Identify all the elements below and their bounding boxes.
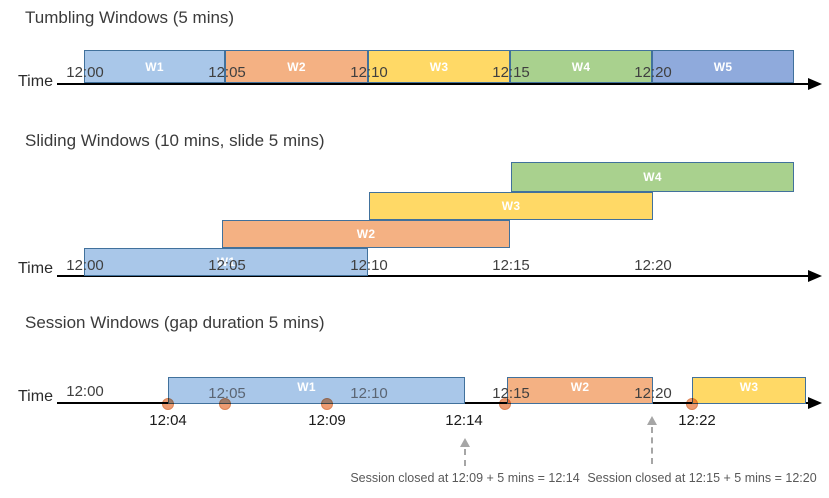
sliding-window-w4: W4 <box>511 162 794 192</box>
tick-12-05: 12:05 <box>208 385 246 402</box>
window-label: W1 <box>145 59 164 74</box>
tumbling-window-w1: W1 <box>84 50 225 83</box>
event-time-label: 12:09 <box>308 412 346 429</box>
tick-12-15: 12:15 <box>492 64 530 81</box>
axis-arrowhead-icon <box>808 397 822 409</box>
tick-12-15: 12:15 <box>492 385 530 402</box>
tick-12-05: 12:05 <box>208 64 246 81</box>
session-close-arrow-shaft <box>651 427 653 464</box>
window-label: W1 <box>297 379 316 394</box>
tumbling-window-w3: W3 <box>368 50 510 83</box>
session-window-w3: W3 <box>692 377 806 404</box>
window-label: W5 <box>713 59 733 74</box>
event-dot <box>219 398 231 410</box>
session-close-annotation: Session closed at 12:09 + 5 mins = 12:14 <box>350 471 580 485</box>
session-window-w2: W2 <box>507 377 653 404</box>
tick-12-00: 12:00 <box>66 383 104 400</box>
tumbling-window-w5: W5 <box>652 50 794 83</box>
tick-12-20: 12:20 <box>634 64 672 81</box>
time-axis-label: Time <box>18 260 53 277</box>
event-dot <box>321 398 333 410</box>
tick-12-20: 12:20 <box>634 257 672 274</box>
tick-12-00: 12:00 <box>66 257 104 274</box>
window-label: W3 <box>429 59 449 74</box>
window-label: W3 <box>739 379 759 394</box>
window-label: W4 <box>571 59 591 74</box>
tick-12-15: 12:15 <box>492 257 530 274</box>
sliding-window-w2: W2 <box>222 220 510 248</box>
session-section-title: Session Windows (gap duration 5 mins) <box>25 313 325 332</box>
time-axis <box>57 275 808 277</box>
tick-12-00: 12:00 <box>66 64 104 81</box>
time-axis <box>57 83 808 85</box>
axis-arrowhead-icon <box>808 78 822 90</box>
session-close-arrow-shaft <box>464 449 466 466</box>
time-axis-label: Time <box>18 73 53 90</box>
window-label: W3 <box>501 199 521 213</box>
sliding-window-w1: W1 <box>84 248 368 276</box>
session-close-annotation: Session closed at 12:15 + 5 mins = 12:20 <box>587 471 817 485</box>
sliding-section-title: Sliding Windows (10 mins, slide 5 mins) <box>25 131 325 150</box>
session-close-arrow-icon <box>460 438 470 447</box>
event-dot <box>686 398 698 410</box>
window-label: W4 <box>643 170 662 184</box>
event-dot <box>162 398 174 410</box>
tick-12-05: 12:05 <box>208 257 246 274</box>
axis-arrowhead-icon <box>808 270 822 282</box>
window-label: W1 <box>216 255 236 269</box>
tumbling-window-w2: W2 <box>225 50 368 83</box>
time-axis-label: Time <box>18 388 53 405</box>
event-time-label: 12:14 <box>445 412 483 429</box>
tick-12-10: 12:10 <box>350 64 388 81</box>
session-window-w1: W1 <box>168 377 465 404</box>
tick-12-10: 12:10 <box>350 257 388 274</box>
window-label: W2 <box>356 227 376 241</box>
window-label: W2 <box>570 379 590 394</box>
tumbling-window-w4: W4 <box>510 50 652 83</box>
session-close-arrow-icon <box>647 416 657 425</box>
event-dot <box>499 398 511 410</box>
window-label: W2 <box>287 59 306 74</box>
tick-12-10: 12:10 <box>350 385 388 402</box>
sliding-window-w3: W3 <box>369 192 653 220</box>
event-time-label: 12:22 <box>678 412 716 429</box>
tumbling-section-title: Tumbling Windows (5 mins) <box>25 8 235 27</box>
event-time-label: 12:04 <box>149 412 187 429</box>
tick-12-20: 12:20 <box>634 385 672 402</box>
